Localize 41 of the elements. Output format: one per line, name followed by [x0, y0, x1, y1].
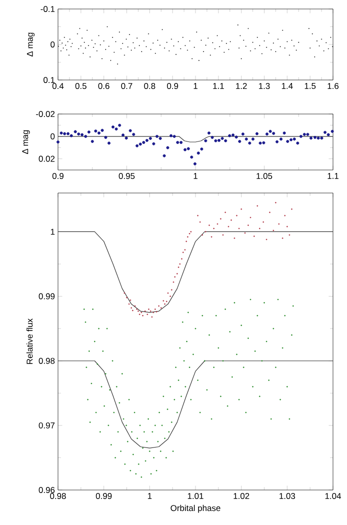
x-tick-label: 0.9	[52, 173, 64, 180]
y-tick-label: 0.97	[38, 422, 55, 428]
x-tick-label: 0.9	[167, 83, 178, 90]
y-tick-label: 0.98	[38, 358, 55, 364]
x-tick-label: 0.95	[118, 173, 135, 180]
x-tick-label: 1.1	[328, 173, 338, 179]
y-tick-label: -0.02	[36, 111, 55, 117]
x-tick-label: 0.7	[121, 83, 132, 90]
x-tick-label: 1.3	[259, 83, 270, 90]
line-series	[58, 360, 334, 448]
line-series	[58, 231, 334, 313]
y-tick-label: 0.99	[38, 293, 55, 300]
y-tick-label: 0	[50, 133, 55, 140]
x-tick-label: 1.1	[213, 83, 224, 89]
x-tick-label: 1.5	[304, 83, 316, 89]
y-axis-title: Δ mag	[26, 32, 35, 56]
y-tick-label: 0	[50, 42, 55, 48]
x-tick-label: 0.8	[144, 83, 156, 90]
y-tick-label: 1	[50, 228, 55, 235]
x-tick-label: 0.99	[96, 493, 112, 500]
x-tick-label: 1.02	[234, 493, 250, 500]
y-axis-title: Δ mag	[22, 130, 30, 154]
x-tick-label: 1.01	[188, 493, 204, 500]
x-tick-label: 1.05	[256, 173, 272, 180]
x-axis-title: Orbital phase	[170, 504, 220, 513]
x-tick-label: 1	[148, 493, 152, 499]
y-tick-label: 0.02	[38, 156, 55, 162]
y-tick-label: 0.96	[38, 487, 55, 493]
x-tick-label: 0.5	[75, 83, 86, 90]
x-tick-label: 1.6	[328, 83, 339, 90]
x-tick-label: 1.2	[236, 83, 247, 89]
y-tick-label: 0.1	[44, 77, 55, 83]
y-axis-title: Relative flux	[26, 318, 33, 364]
x-tick-label: 1	[194, 83, 198, 89]
y-tick-label: -0.1	[40, 6, 55, 12]
x-tick-label: 1.03	[280, 493, 296, 500]
x-tick-label: 0.4	[52, 83, 64, 90]
x-tick-label: 1.04	[325, 493, 341, 500]
x-tick-label: 0.6	[98, 83, 110, 90]
x-tick-label: 1	[194, 173, 198, 179]
x-tick-label: 1.4	[282, 83, 293, 89]
